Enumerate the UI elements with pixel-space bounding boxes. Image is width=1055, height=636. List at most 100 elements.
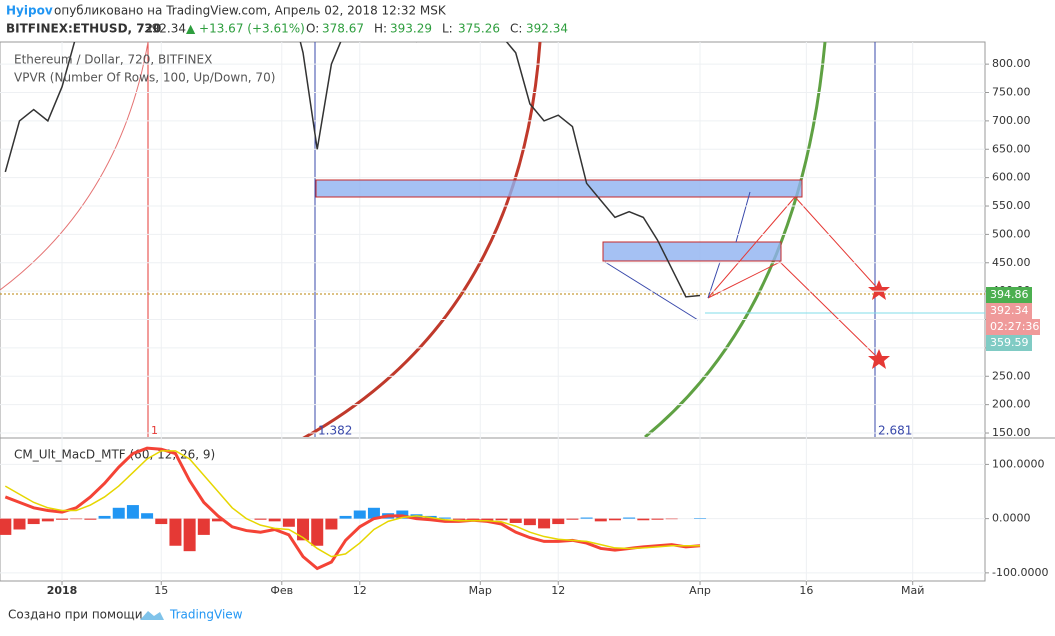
price-tag: [986, 287, 1032, 303]
histogram-bar: [311, 518, 324, 546]
y-tick-label: 550.00: [992, 199, 1031, 212]
histogram-bar: [453, 518, 466, 520]
price-tag: [986, 335, 1032, 351]
histogram-bar: [608, 518, 621, 521]
ohlc-value: 375.26: [458, 22, 500, 36]
zone: [315, 179, 803, 198]
price-tag-label: 359.59: [990, 336, 1029, 349]
histogram-bar: [523, 518, 536, 526]
histogram-bar: [282, 518, 295, 527]
ohlc-value: 392.34: [526, 22, 568, 36]
zone: [602, 241, 782, 262]
symbol: BITFINEX:ETHUSD, 720: [6, 22, 161, 36]
x-tick-label: Май: [901, 584, 924, 597]
ohlc-label: H:: [374, 22, 387, 36]
ohlc-value: 393.29: [390, 22, 432, 36]
y-tick-label: 500.00: [992, 227, 1031, 240]
footer-text: Создано при помощи: [8, 608, 143, 622]
trend-line: [707, 196, 880, 360]
fib-arc: [644, 42, 827, 437]
price-tag-label: 02:27:36: [990, 320, 1039, 333]
histogram-bar: [651, 518, 664, 520]
histogram-bar: [211, 518, 224, 522]
histogram-bar: [98, 515, 111, 519]
histogram-bar: [509, 518, 522, 523]
histogram-bar: [126, 505, 139, 519]
histogram-bar: [141, 513, 154, 519]
price-tag: [986, 303, 1032, 319]
y-tick-label: 250.00: [992, 369, 1031, 382]
x-tick-label: 16: [799, 584, 813, 597]
y-tick-label: 0.0000: [992, 512, 1031, 525]
fib-label: 1: [151, 424, 158, 437]
histogram-bar: [623, 517, 636, 519]
histogram-bar: [254, 518, 267, 520]
histogram-bar: [112, 507, 125, 519]
y-tick-label: 150.00: [992, 426, 1031, 439]
histogram-bar: [438, 517, 451, 519]
histogram-bar: [56, 518, 69, 520]
legend-title: Ethereum / Dollar, 720, BITFINEX: [14, 53, 212, 67]
histogram-bar: [538, 518, 551, 529]
y-tick-label: 600.00: [992, 171, 1031, 184]
ohlc-value: 378.67: [322, 22, 364, 36]
fib-arc: [0, 42, 149, 291]
price-tag: [986, 319, 1040, 335]
x-tick-label: 2018: [47, 584, 78, 597]
fib-label: 2.681: [878, 424, 912, 438]
y-tick-label: 800.00: [992, 57, 1031, 70]
y-tick-label: 650.00: [992, 142, 1031, 155]
histogram-bar: [325, 518, 338, 530]
histogram-bar: [694, 518, 707, 519]
histogram-bar: [169, 518, 182, 546]
histogram-bar: [84, 518, 97, 520]
price-tag-label: 394.86: [990, 288, 1029, 301]
histogram-bar: [197, 518, 210, 535]
histogram-bar: [552, 518, 565, 525]
histogram-bar: [155, 518, 168, 525]
price-line: [4, 42, 701, 298]
footer-brand[interactable]: TradingView: [169, 608, 243, 622]
y-tick-label: -100.0000: [992, 566, 1048, 579]
legend-indicator: CM_Ult_MacD_MTF (60, 12, 26, 9): [14, 448, 215, 462]
fib-arc: [302, 42, 542, 437]
histogram-bar: [367, 507, 380, 519]
change: ▲ +13.67 (+3.61%): [186, 22, 305, 36]
price-tag-label: 392.34: [990, 304, 1029, 317]
x-tick-label: 15: [154, 584, 168, 597]
histogram-bar: [580, 517, 593, 519]
ohlc-label: O:: [306, 22, 319, 36]
histogram-bar: [353, 510, 366, 519]
fib-label: 1.382: [318, 424, 352, 438]
legend-indicator: VPVR (Number Of Rows, 100, Up/Down, 70): [14, 71, 275, 85]
histogram-bar: [70, 518, 83, 520]
author[interactable]: Hyipov: [6, 4, 53, 18]
macd-line: [4, 446, 701, 571]
logo[interactable]: [140, 611, 164, 620]
x-tick-label: Апр: [689, 584, 711, 597]
y-tick-label: 450.00: [992, 256, 1031, 269]
histogram-bar: [495, 518, 508, 521]
histogram-bar: [0, 518, 12, 535]
histogram-bar: [297, 518, 310, 541]
y-tick-label: 750.00: [992, 86, 1031, 99]
histogram-bar: [594, 518, 607, 522]
macd-line: [4, 450, 701, 558]
histogram-bar: [13, 518, 26, 530]
x-tick-label: Фев: [270, 584, 293, 597]
x-tick-label: Мар: [469, 584, 492, 597]
histogram-bar: [41, 518, 54, 522]
histogram-bar: [183, 518, 196, 552]
histogram-bar: [268, 518, 281, 522]
published: опубликовано на TradingView.com, Апрель …: [54, 4, 447, 18]
last-price: 392.34: [144, 22, 186, 36]
histogram-bar: [637, 518, 650, 521]
y-tick-label: 700.00: [992, 114, 1031, 127]
star: [868, 280, 890, 369]
histogram-bar: [665, 518, 678, 520]
x-tick-label: 12: [353, 584, 367, 597]
x-tick-label: 12: [551, 584, 565, 597]
histogram-bar: [339, 515, 352, 519]
histogram-bar: [27, 518, 40, 525]
